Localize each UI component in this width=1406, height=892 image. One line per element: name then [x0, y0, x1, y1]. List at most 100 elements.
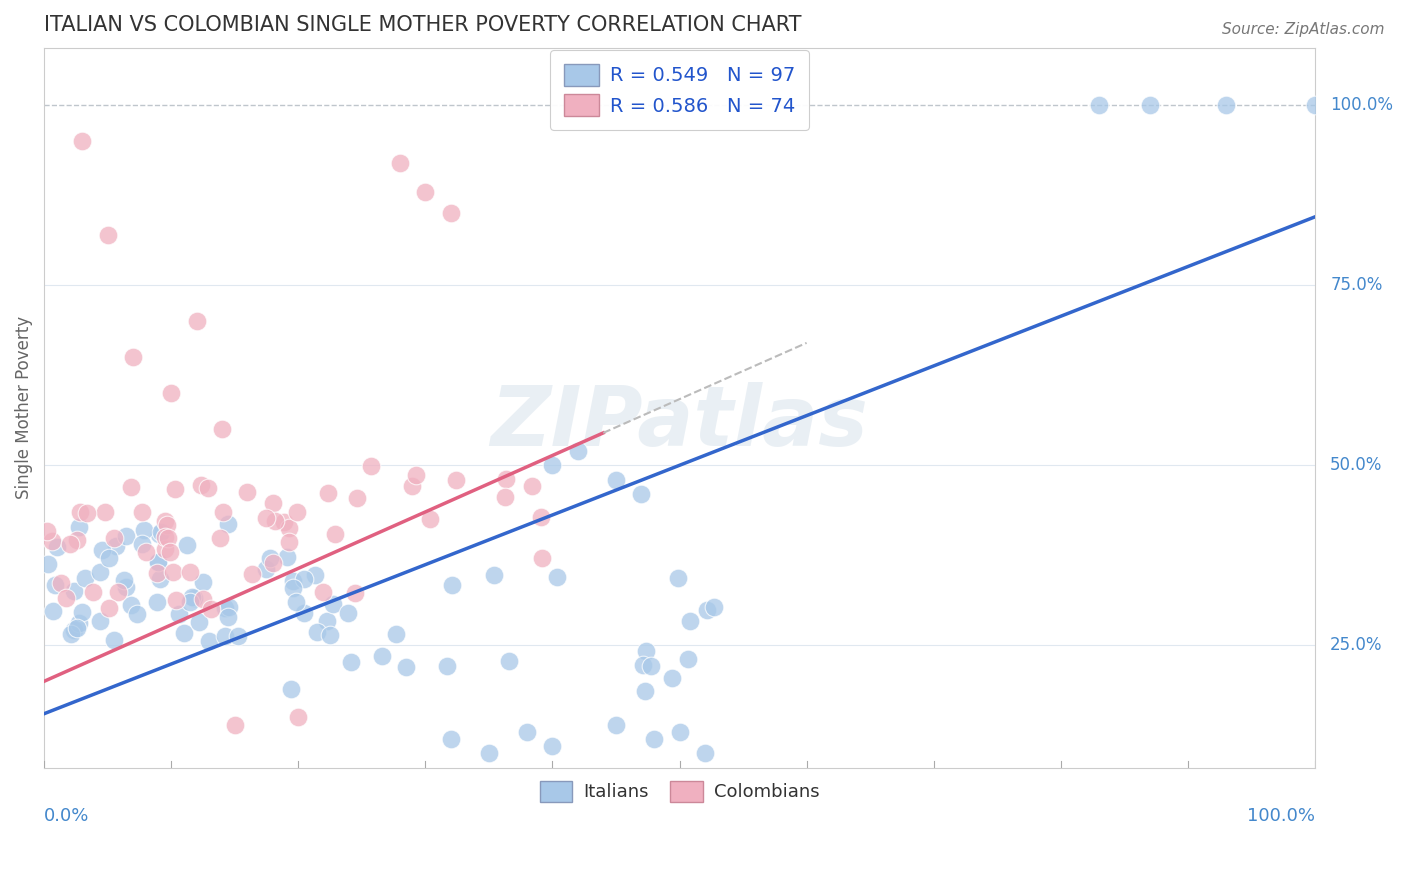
Point [45, 540, 67, 554]
Point [173, 626, 195, 640]
Point [167, 607, 190, 621]
Point [91, 543, 114, 558]
Point [214, 629, 236, 643]
Point [640, 659, 662, 673]
Point [316, 614, 339, 628]
Point [82, 585, 104, 599]
Text: 100.0%: 100.0% [1247, 807, 1315, 825]
Text: ITALIAN VS COLOMBIAN SINGLE MOTHER POVERTY CORRELATION CHART: ITALIAN VS COLOMBIAN SINGLE MOTHER POVER… [44, 15, 801, 35]
Text: Source: ZipAtlas.com: Source: ZipAtlas.com [1222, 22, 1385, 37]
Point [1139, 98, 1161, 112]
Point [668, 724, 690, 739]
Point [70, 134, 93, 148]
Point [530, 551, 553, 566]
Point [162, 565, 184, 579]
Point [284, 595, 307, 609]
Point [276, 550, 298, 565]
Point [436, 659, 458, 673]
Point [305, 625, 328, 640]
Point [277, 534, 299, 549]
Point [405, 467, 427, 482]
Point [440, 577, 463, 591]
Point [226, 629, 249, 643]
Legend: Italians, Colombians: Italians, Colombians [533, 773, 827, 809]
Point [145, 566, 167, 580]
Point [42, 604, 65, 618]
Point [131, 537, 153, 551]
Point [179, 566, 201, 580]
Point [115, 580, 138, 594]
Point [541, 739, 564, 753]
Point [516, 724, 538, 739]
Point [630, 487, 652, 501]
Point [146, 594, 169, 608]
Point [679, 614, 702, 628]
Point [156, 531, 179, 545]
Point [180, 590, 202, 604]
Point [76, 507, 98, 521]
Point [1303, 98, 1326, 112]
Point [65, 621, 87, 635]
Point [160, 386, 183, 401]
Point [148, 555, 170, 569]
Point [217, 517, 239, 532]
Point [236, 485, 259, 500]
Point [388, 156, 411, 170]
Point [44, 577, 66, 591]
Point [703, 599, 725, 614]
Point [156, 518, 179, 533]
Point [312, 585, 335, 599]
Point [605, 717, 627, 731]
Point [200, 601, 222, 615]
Point [153, 542, 176, 557]
Point [254, 511, 277, 525]
Point [104, 539, 127, 553]
Point [360, 459, 382, 474]
Point [693, 747, 716, 761]
Point [67, 615, 90, 630]
Point [70, 605, 93, 619]
Text: 0.0%: 0.0% [44, 807, 90, 825]
Point [66, 533, 89, 547]
Point [176, 538, 198, 552]
Point [97, 227, 120, 242]
Point [51, 576, 73, 591]
Point [240, 567, 263, 582]
Text: 75.0%: 75.0% [1330, 277, 1382, 294]
Point [281, 574, 304, 588]
Point [120, 599, 142, 613]
Point [304, 568, 326, 582]
Point [127, 607, 149, 622]
Point [530, 510, 553, 524]
Point [67, 519, 90, 533]
Point [214, 601, 236, 615]
Point [103, 531, 125, 545]
Point [633, 657, 655, 672]
Point [292, 572, 315, 586]
Point [254, 562, 277, 576]
Point [183, 591, 205, 605]
Point [89, 615, 111, 629]
Point [98, 601, 121, 615]
Point [634, 644, 657, 658]
Point [63, 624, 86, 638]
Point [107, 584, 129, 599]
Point [262, 556, 284, 570]
Point [281, 581, 304, 595]
Point [292, 607, 315, 621]
Point [280, 682, 302, 697]
Point [63, 584, 86, 599]
Point [322, 597, 344, 611]
Point [478, 747, 501, 761]
Point [401, 479, 423, 493]
Point [605, 473, 627, 487]
Point [419, 512, 441, 526]
Point [73, 571, 96, 585]
Point [661, 671, 683, 685]
Point [159, 545, 181, 559]
Point [440, 731, 463, 746]
Point [146, 555, 169, 569]
Point [262, 496, 284, 510]
Point [98, 551, 121, 566]
Text: 25.0%: 25.0% [1330, 636, 1382, 655]
